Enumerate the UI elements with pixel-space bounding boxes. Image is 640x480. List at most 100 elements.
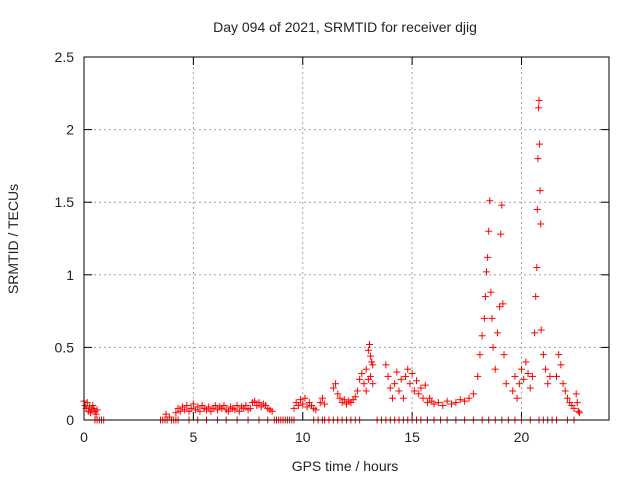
x-tick-label: 15: [404, 429, 420, 445]
data-point: [356, 375, 364, 383]
data-point: [290, 404, 298, 412]
data-point: [369, 380, 377, 388]
data-point: [484, 253, 492, 261]
data-point: [573, 399, 581, 407]
data-point: [542, 365, 550, 373]
data-point: [537, 220, 545, 228]
data-point: [539, 351, 547, 359]
grid-lines: [84, 57, 609, 420]
data-point: [544, 380, 552, 388]
data-point: [181, 406, 189, 414]
data-point: [382, 361, 390, 369]
data-point: [220, 401, 228, 409]
data-point: [553, 372, 560, 380]
data-point: [563, 394, 571, 402]
x-tick-label: 0: [80, 429, 88, 445]
data-point: [493, 329, 501, 337]
y-tick-label: 1.5: [55, 194, 75, 210]
data-point: [406, 380, 414, 388]
data-point: [397, 375, 405, 383]
data-point: [321, 400, 329, 408]
data-point: [518, 365, 525, 373]
data-point: [336, 394, 344, 402]
data-point: [461, 397, 469, 405]
data-point: [162, 410, 170, 418]
data-point: [423, 399, 431, 407]
data-point: [205, 403, 213, 411]
data-point: [524, 370, 532, 378]
data-point: [353, 387, 361, 395]
data-point: [537, 326, 545, 334]
data-point: [183, 401, 191, 409]
data-point: [535, 97, 543, 105]
data-point: [384, 372, 392, 380]
data-point: [483, 268, 490, 276]
data-point: [90, 404, 98, 412]
data-point: [388, 394, 396, 402]
data-point: [172, 409, 180, 417]
data-point: [486, 197, 494, 205]
data-point: [415, 390, 423, 398]
data-point: [452, 399, 460, 407]
data-point: [358, 370, 366, 378]
chart-title: Day 094 of 2021, SRMTID for receiver dji…: [213, 19, 477, 35]
data-point: [395, 387, 403, 395]
data-point: [546, 372, 554, 380]
data-point: [196, 407, 204, 415]
data-point: [488, 314, 496, 322]
data-point: [303, 403, 311, 411]
data-point: [316, 399, 324, 407]
data-point: [572, 390, 580, 398]
y-tick-label: 1: [66, 267, 74, 283]
data-point: [528, 372, 536, 380]
data-point: [231, 406, 239, 414]
data-point: [513, 394, 521, 402]
y-axis-label: SRMTID / TECUs: [5, 184, 21, 294]
data-point: [469, 390, 477, 398]
data-point: [413, 377, 420, 385]
data-point: [535, 104, 543, 112]
data-point: [364, 375, 372, 383]
data-point: [189, 400, 197, 408]
data-point: [364, 346, 372, 354]
data-point: [520, 375, 528, 383]
data-point: [465, 394, 473, 402]
y-tick-label: 2: [66, 122, 74, 138]
data-point: [534, 155, 542, 163]
data-point: [491, 365, 499, 373]
data-point: [368, 358, 376, 366]
data-point: [408, 370, 416, 378]
data-point: [294, 401, 302, 409]
data-point: [255, 399, 263, 407]
data-point: [242, 401, 250, 409]
data-point: [574, 407, 582, 415]
plot-frame: [83, 56, 610, 421]
data-point: [410, 387, 418, 395]
y-tick-label: 0: [66, 412, 74, 428]
data-point: [187, 404, 195, 412]
data-point: [334, 390, 342, 398]
data-point: [417, 384, 425, 392]
data-point: [489, 343, 497, 351]
data-point: [312, 406, 320, 414]
data-point: [502, 380, 510, 388]
data-point: [393, 368, 401, 376]
data-point: [251, 397, 259, 405]
data-point: [532, 293, 540, 301]
data-point: [456, 396, 464, 404]
data-point: [246, 404, 254, 412]
data-point: [448, 400, 455, 408]
data-point: [268, 407, 276, 415]
data-point: [369, 361, 377, 369]
data-point: [391, 380, 399, 388]
data-point: [498, 201, 506, 209]
data-point: [93, 406, 101, 414]
data-point: [176, 407, 184, 415]
data-point: [522, 358, 530, 366]
data-point: [533, 205, 541, 213]
data-point: [526, 384, 534, 392]
data-point: [404, 365, 412, 373]
data-point: [439, 401, 447, 409]
data-point: [536, 187, 544, 195]
